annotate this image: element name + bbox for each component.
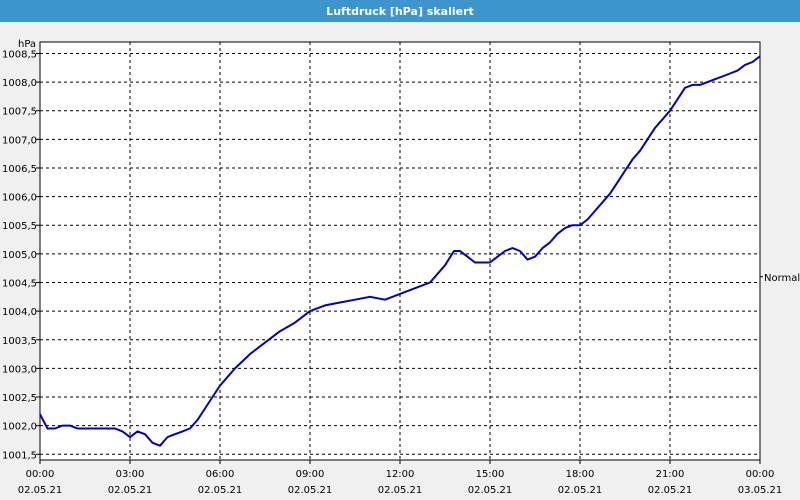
normal-annotation-label: Normal [764,273,800,284]
y-tick-label: 1001,5 [2,450,37,461]
x-tick-date-label: 02.05.21 [648,485,693,496]
x-tick-time-label: 00:00 [746,469,775,480]
x-tick-date-label: 02.05.21 [468,485,513,496]
y-tick-label: 1002,0 [2,422,37,433]
grid-lines [40,42,760,460]
y-tick-label: 1005,0 [2,250,37,261]
y-tick-label: 1003,5 [2,336,37,347]
x-tick-date-label: 02.05.21 [558,485,603,496]
x-tick-date-label: 02.05.21 [288,485,333,496]
y-tick-label: 1008,0 [2,78,37,89]
y-tick-label: 1008,5 [2,49,37,60]
y-axis-unit-label: hPa [18,39,36,50]
y-tick-label: 1006,0 [2,193,37,204]
y-tick-label: 1007,0 [2,135,37,146]
y-tick-label: 1002,5 [2,393,37,404]
y-tick-label: 1004,0 [2,307,37,318]
y-tick-label: 1007,5 [2,107,37,118]
x-tick-time-label: 15:00 [476,469,505,480]
x-tick-date-label: 02.05.21 [378,485,423,496]
x-tick-date-label: 03.05.21 [738,485,783,496]
x-tick-time-label: 12:00 [386,469,415,480]
window-title: Luftdruck [hPa] skaliert [0,0,800,22]
y-tick-label: 1006,5 [2,164,37,175]
x-tick-time-label: 00:00 [26,469,55,480]
y-tick-label: 1005,5 [2,221,37,232]
x-tick-time-label: 21:00 [656,469,685,480]
y-tick-label: 1004,5 [2,278,37,289]
pressure-chart: 1001,5 1002,0 1002,5 1003,0 1003,5 1004,0 1004… [2,39,800,496]
x-axis-ticks: 00:00 02.05.21 03:00 02.05.21 06:00 02.05.21 0… [18,460,783,496]
x-tick-time-label: 03:00 [116,469,145,480]
x-tick-date-label: 02.05.21 [198,485,243,496]
series-layer [39,55,761,447]
x-tick-date-label: 02.05.21 [108,485,153,496]
pressure-series-line [39,55,761,447]
x-tick-time-label: 06:00 [206,469,235,480]
y-tick-label: 1003,0 [2,364,37,375]
x-tick-date-label: 02.05.21 [18,485,63,496]
y-axis-ticks: 1001,5 1002,0 1002,5 1003,0 1003,5 1004,0 1004… [2,49,763,461]
x-tick-time-label: 09:00 [296,469,325,480]
x-tick-time-label: 18:00 [566,469,595,480]
